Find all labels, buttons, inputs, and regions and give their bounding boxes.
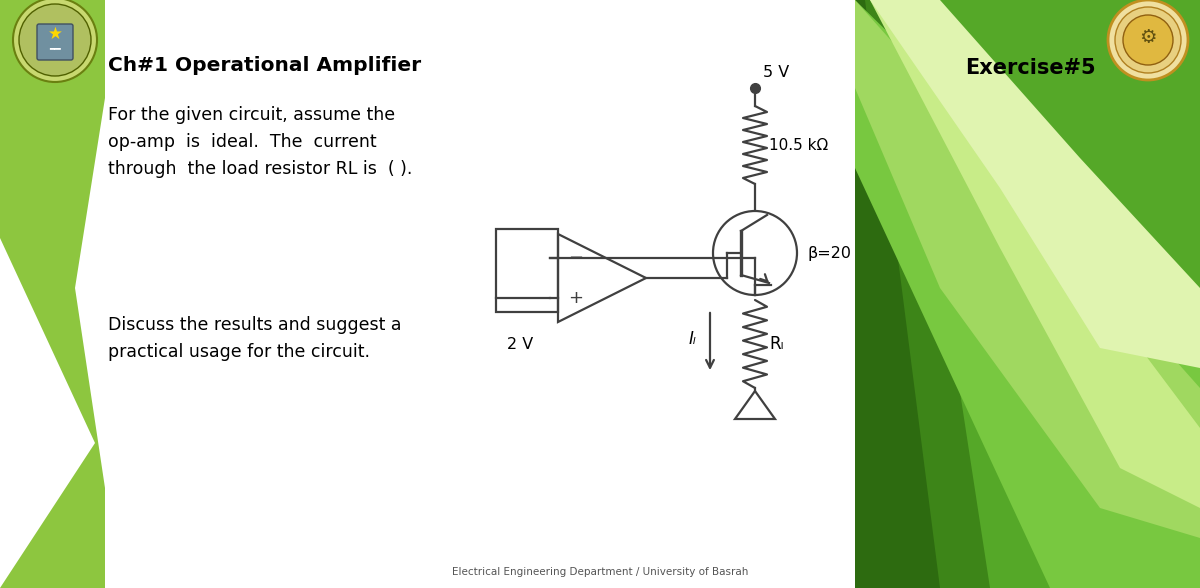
Text: β=20: β=20 bbox=[808, 246, 851, 260]
Polygon shape bbox=[856, 0, 1200, 538]
Text: Ch#1 Operational Amplifier: Ch#1 Operational Amplifier bbox=[108, 55, 421, 75]
Text: 10.5 kΩ: 10.5 kΩ bbox=[769, 138, 828, 152]
Circle shape bbox=[19, 4, 91, 76]
Text: 2 V: 2 V bbox=[506, 336, 533, 352]
Text: +: + bbox=[569, 289, 583, 307]
Bar bbox=[496, 229, 558, 312]
Polygon shape bbox=[558, 234, 646, 322]
Text: op-amp  is  ideal.  The  current: op-amp is ideal. The current bbox=[108, 133, 377, 151]
Text: Iₗ: Iₗ bbox=[688, 330, 696, 348]
Text: Rₗ: Rₗ bbox=[769, 335, 784, 353]
Text: Exercise#5: Exercise#5 bbox=[965, 58, 1096, 78]
Text: practical usage for the circuit.: practical usage for the circuit. bbox=[108, 343, 370, 361]
Polygon shape bbox=[0, 0, 106, 588]
Text: ━━: ━━ bbox=[49, 43, 61, 53]
Polygon shape bbox=[900, 0, 1200, 588]
Polygon shape bbox=[870, 0, 1200, 368]
Polygon shape bbox=[856, 0, 1200, 588]
Polygon shape bbox=[856, 0, 1200, 588]
Polygon shape bbox=[870, 0, 1200, 508]
Text: ★: ★ bbox=[48, 25, 62, 43]
Text: 5 V: 5 V bbox=[763, 65, 790, 79]
Text: For the given circuit, assume the: For the given circuit, assume the bbox=[108, 106, 395, 124]
Circle shape bbox=[713, 211, 797, 295]
Text: Discuss the results and suggest a: Discuss the results and suggest a bbox=[108, 316, 402, 334]
Text: ⚙: ⚙ bbox=[1139, 28, 1157, 46]
Text: Electrical Engineering Department / University of Basrah: Electrical Engineering Department / Univ… bbox=[452, 567, 748, 577]
Circle shape bbox=[13, 0, 97, 82]
Text: through  the load resistor RL is  ( ).: through the load resistor RL is ( ). bbox=[108, 160, 413, 178]
FancyBboxPatch shape bbox=[37, 24, 73, 60]
Circle shape bbox=[1115, 7, 1181, 73]
Text: −: − bbox=[569, 249, 583, 267]
Circle shape bbox=[1108, 0, 1188, 80]
Circle shape bbox=[1123, 15, 1174, 65]
Polygon shape bbox=[865, 0, 1200, 588]
